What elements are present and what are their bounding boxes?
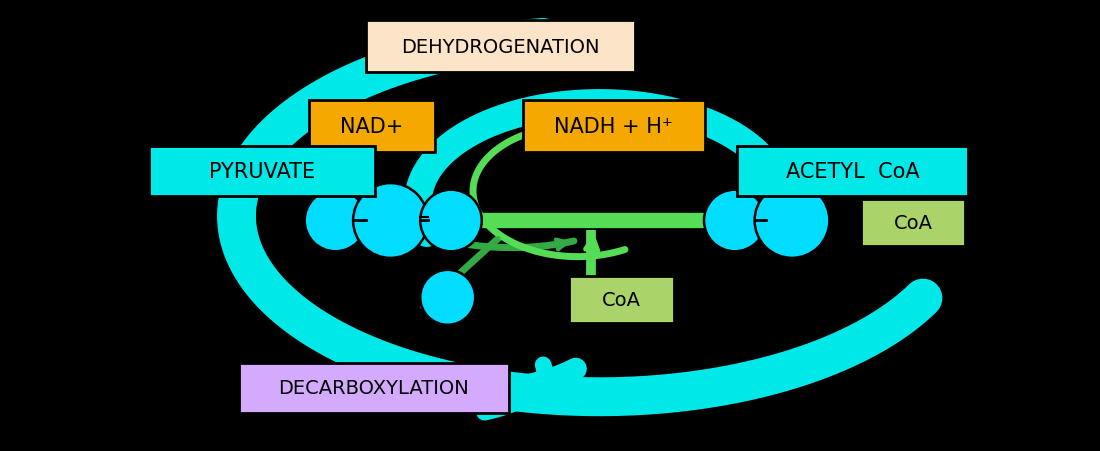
FancyBboxPatch shape [308, 100, 436, 152]
FancyBboxPatch shape [570, 276, 673, 324]
FancyBboxPatch shape [240, 363, 508, 413]
FancyBboxPatch shape [860, 199, 966, 247]
FancyBboxPatch shape [365, 21, 636, 73]
Text: PYRUVATE: PYRUVATE [209, 161, 315, 181]
Text: CoA: CoA [602, 290, 641, 309]
FancyBboxPatch shape [737, 147, 968, 196]
Ellipse shape [420, 190, 482, 252]
Text: CoA: CoA [893, 214, 933, 233]
Text: CO₂: CO₂ [381, 290, 409, 305]
Ellipse shape [755, 184, 829, 258]
Ellipse shape [305, 190, 366, 252]
Ellipse shape [353, 184, 428, 258]
Text: NAD+: NAD+ [340, 116, 404, 136]
FancyBboxPatch shape [524, 100, 705, 152]
FancyBboxPatch shape [148, 147, 374, 196]
Ellipse shape [704, 190, 766, 252]
Text: DECARBOXYLATION: DECARBOXYLATION [278, 378, 470, 397]
Text: NADH + H⁺: NADH + H⁺ [554, 116, 673, 136]
Text: ACETYL  CoA: ACETYL CoA [785, 161, 920, 181]
Text: DEHYDROGENATION: DEHYDROGENATION [402, 38, 600, 57]
Ellipse shape [420, 270, 475, 325]
